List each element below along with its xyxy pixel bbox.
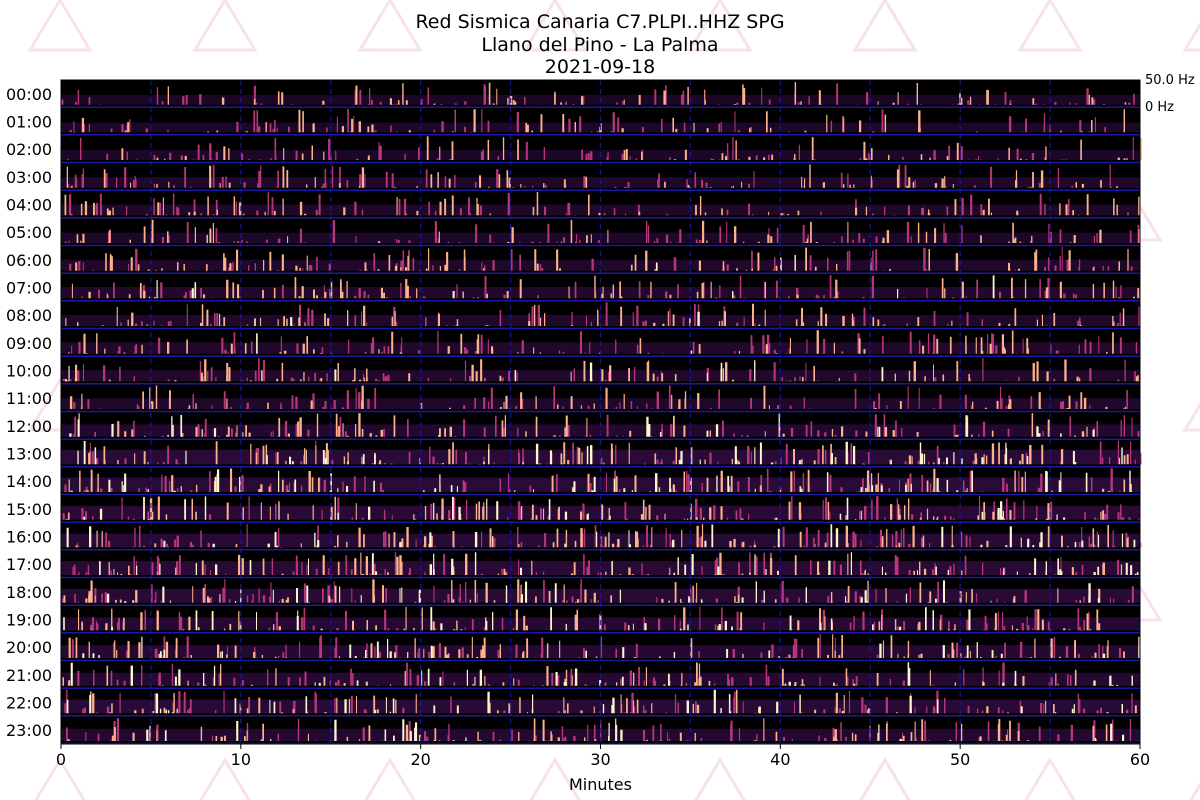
row-events-low <box>72 414 1140 437</box>
hour-label: 11:00 <box>6 389 52 408</box>
watermark-volcano-icon <box>687 0 753 52</box>
watermark-volcano-icon <box>694 757 746 800</box>
row-events-mid <box>83 330 1114 354</box>
hour-label: 19:00 <box>6 611 52 630</box>
row-noise-band <box>61 342 1140 354</box>
row-events-low <box>64 220 1140 243</box>
hour-label: 22:00 <box>6 694 52 713</box>
row-noise-band <box>61 315 1140 326</box>
row-events-low <box>66 164 1139 188</box>
hour-label: 08:00 <box>6 306 52 325</box>
chart-title-line-2: Llano del Pino - La Palma <box>481 34 719 56</box>
watermark-volcano-icon <box>192 0 258 52</box>
x-tick-label: 0 <box>56 750 66 769</box>
row-events-low <box>72 551 1119 575</box>
watermark-volcano-icon <box>1024 757 1076 800</box>
hour-label: 21:00 <box>6 666 52 685</box>
hour-label: 20:00 <box>6 638 52 657</box>
row-events-mid <box>76 219 1140 243</box>
row-events-low <box>62 579 1134 603</box>
watermark-volcano-icon <box>357 0 423 52</box>
x-tick-label: 60 <box>1130 750 1150 769</box>
spectrogram-row <box>61 302 1140 330</box>
x-tick-label: 30 <box>590 750 610 769</box>
watermark-volcano-icon <box>199 757 251 800</box>
row-events-mid <box>83 82 1127 105</box>
hour-label: 12:00 <box>6 417 52 436</box>
row-events-high <box>99 552 1139 575</box>
row-events-low <box>67 331 1138 354</box>
row-events-high <box>69 413 1095 437</box>
row-events-mid <box>88 441 1129 465</box>
spectrogram-row <box>61 358 1140 385</box>
row-events-mid <box>108 552 1139 575</box>
spectrogram-row <box>61 330 1140 357</box>
freq-label-top: 50.0 Hz <box>1145 73 1195 88</box>
vertical-gridlines <box>150 80 1051 744</box>
watermark-volcano-icon <box>859 757 911 800</box>
freq-label-bottom: 0 Hz <box>1145 100 1174 115</box>
hour-label: 18:00 <box>6 583 52 602</box>
row-events-low <box>64 689 1133 714</box>
watermark-volcano-icon <box>1017 0 1083 52</box>
x-tick-label: 40 <box>770 750 790 769</box>
x-tick-label: 10 <box>231 750 251 769</box>
watermark-volcano-icon <box>34 757 86 800</box>
row-events-mid <box>73 109 1125 133</box>
row-events-low <box>89 440 1142 465</box>
row-noise-band <box>61 370 1140 382</box>
watermark-volcano-icon <box>27 0 93 52</box>
hour-label: 16:00 <box>6 528 52 547</box>
row-noise-band <box>61 287 1140 299</box>
hour-label: 14:00 <box>6 472 52 491</box>
watermark-volcano-icon <box>529 757 581 800</box>
hour-label: 06:00 <box>6 251 52 270</box>
hour-label: 07:00 <box>6 279 52 298</box>
hour-label: 05:00 <box>6 223 52 242</box>
row-events-high <box>66 689 1124 714</box>
x-axis-label: Minutes <box>569 775 632 794</box>
watermark-volcano-icon <box>522 0 588 52</box>
hour-label: 03:00 <box>6 168 52 187</box>
plot-area <box>61 80 1143 745</box>
hour-label: 10:00 <box>6 362 52 381</box>
row-events-low <box>71 634 1140 658</box>
x-tick-label: 20 <box>410 750 430 769</box>
hour-label: 04:00 <box>6 196 52 215</box>
hour-label: 15:00 <box>6 500 52 519</box>
spectrogram-row <box>61 385 1140 413</box>
hour-label: 00:00 <box>6 85 52 104</box>
row-events-high <box>66 524 1136 548</box>
row-events-mid <box>66 359 1139 382</box>
hour-label: 13:00 <box>6 445 52 464</box>
row-events-high <box>65 496 1066 520</box>
hour-label: 02:00 <box>6 140 52 159</box>
row-noise-band <box>61 259 1140 271</box>
hour-label: 09:00 <box>6 334 52 353</box>
watermark-volcano-icon <box>364 757 416 800</box>
chart-title-line-1: Red Sismica Canaria C7.PLPI..HHZ SPG <box>415 11 785 33</box>
row-events-mid <box>68 468 1132 492</box>
hour-label: 01:00 <box>6 113 52 132</box>
watermark-volcano-icon <box>852 0 918 52</box>
hour-label: 17:00 <box>6 555 52 574</box>
chart-title-line-3: 2021-09-18 <box>544 56 656 78</box>
x-tick-label: 50 <box>950 750 970 769</box>
row-events-mid <box>63 579 1126 603</box>
hour-label: 23:00 <box>6 721 52 740</box>
row-noise-band <box>61 398 1140 409</box>
